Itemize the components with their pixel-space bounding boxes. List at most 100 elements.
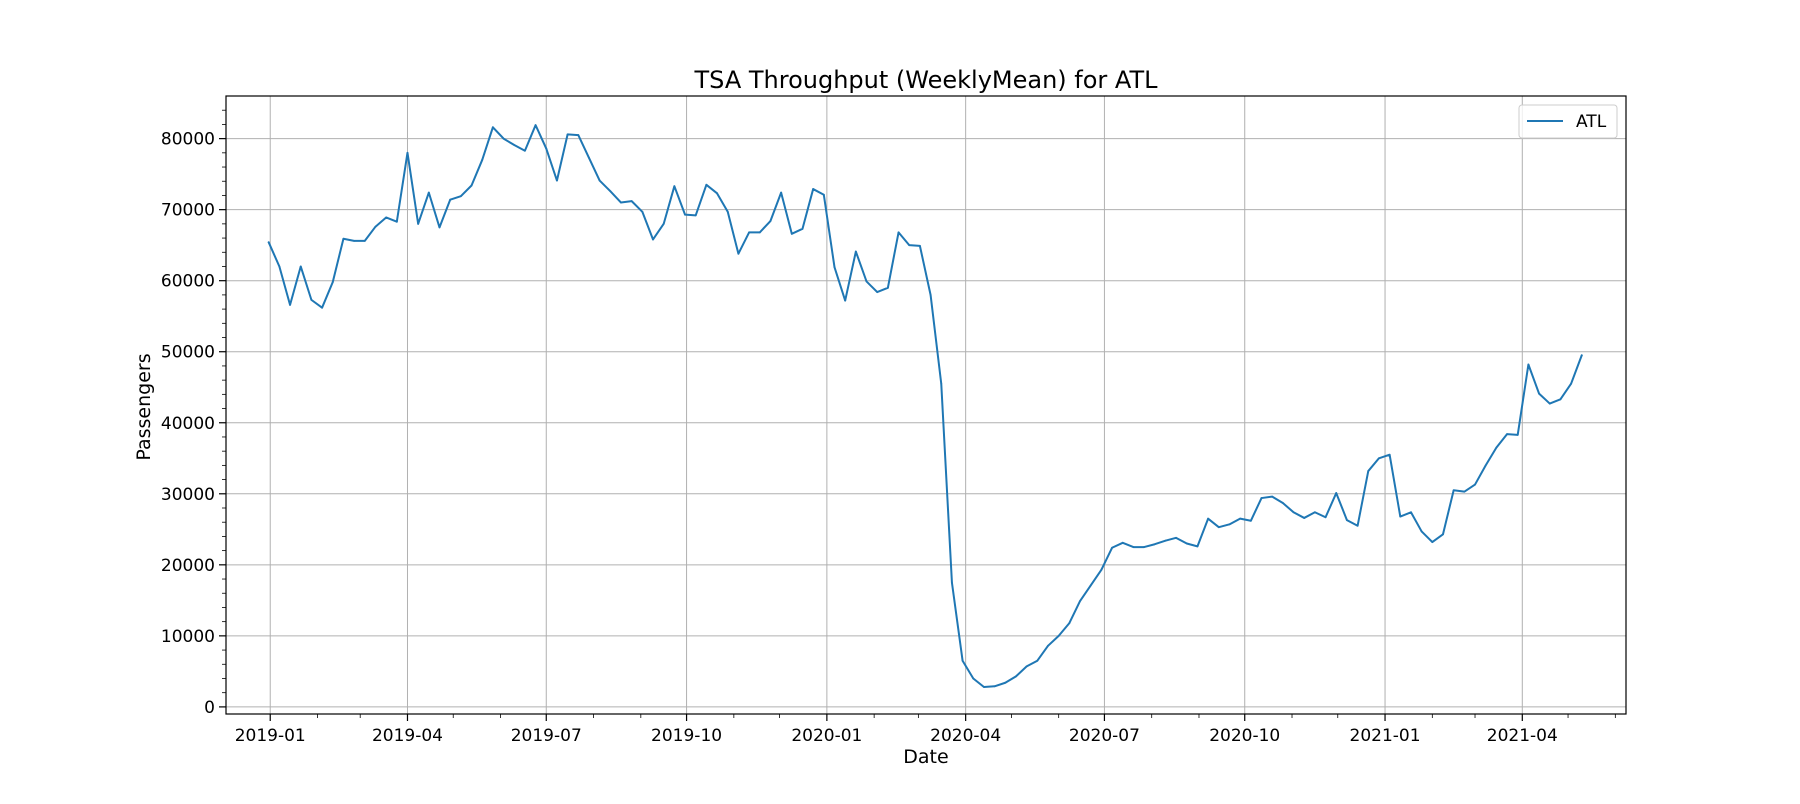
data-point [1175,536,1178,539]
data-point [278,265,281,268]
data-point [1004,681,1007,684]
data-point [1420,530,1423,533]
x-tick-label: 2020-10 [1209,726,1280,746]
data-point [662,222,665,225]
data-point [395,220,398,223]
data-point [1527,363,1530,366]
data-point [1132,546,1135,548]
data-point [588,156,590,159]
data-point [1057,634,1060,637]
data-point [983,686,985,688]
y-tick-label: 60000 [161,272,215,292]
data-point [919,244,921,247]
data-point [353,240,355,242]
data-point [1442,533,1444,536]
data-point [1463,490,1466,493]
data-point [598,179,601,182]
data-point [1570,382,1572,385]
data-point [1474,483,1476,486]
data-point [1367,470,1370,472]
data-point [1143,546,1145,548]
data-point [299,265,302,268]
data-point [470,184,473,187]
data-point [609,190,612,193]
x-axis-title: Date [903,746,948,768]
data-point [961,659,964,662]
series-atl [267,124,1583,689]
data-point [1303,517,1306,519]
data-point [406,151,409,154]
legend-box [1518,104,1618,139]
data-point [929,294,932,296]
data-point [1153,543,1156,546]
data-point [1313,511,1316,514]
legend-label-atl: ATL [1576,112,1607,132]
y-tick-label: 50000 [161,343,215,363]
data-point [886,286,889,289]
data-point [427,191,430,194]
series-layer [267,124,1583,689]
y-tick-label: 80000 [161,130,215,150]
data-point [1548,402,1551,405]
data-point [577,134,580,136]
legend: ATL [1518,104,1618,139]
data-point [1249,519,1252,522]
y-tick-label: 20000 [161,556,215,576]
data-point [1015,675,1017,678]
data-point [1089,584,1092,587]
data-point [758,231,761,234]
data-point [1399,515,1402,518]
data-point [534,124,537,127]
data-point [1452,489,1455,492]
data-point [865,280,868,283]
x-tick-label: 2019-10 [651,726,722,746]
data-point [1495,446,1498,449]
data-point [1335,492,1338,494]
data-point [1410,511,1412,514]
data-point [652,238,654,241]
data-point [972,677,975,680]
data-point [1346,519,1348,521]
data-point [1068,622,1071,624]
data-point [812,188,815,190]
data-point [417,222,420,225]
data-point [1388,453,1391,456]
data-point [705,183,708,186]
data-point [694,214,697,217]
data-point [556,179,558,182]
data-point [310,298,313,301]
data-point [897,231,900,234]
x-tick-label: 2021-01 [1350,726,1421,746]
y-axis-title: Passengers [133,353,155,460]
y-tick-label: 30000 [161,485,215,505]
data-point [1431,541,1434,543]
data-point [1164,539,1167,542]
data-point [1111,546,1113,549]
data-point [438,226,441,229]
y-axis: 0 10000 20000 30000 40000 50000 60000 70000 8000… [161,109,226,718]
data-point [1516,433,1519,436]
data-point [854,250,857,253]
data-point [1196,545,1199,548]
data-point [1271,495,1274,498]
data-point [1538,392,1540,395]
data-point [1580,354,1583,357]
data-point [684,213,686,216]
x-tick-label: 2019-07 [511,726,582,746]
data-point [1356,524,1359,527]
data-point [502,137,505,140]
data-point [321,306,323,309]
data-point [363,240,366,242]
data-point [844,299,847,302]
data-point [822,193,825,196]
x-tick-label: 2020-04 [930,726,1001,746]
data-point [331,281,334,284]
x-tick-label: 2020-01 [791,726,862,746]
data-point [1185,542,1188,545]
data-point [1207,517,1210,520]
x-axis: 2019-01 2019-04 2019-07 2019-10 2020-01 2020-… [235,714,1616,746]
data-point [1121,541,1124,544]
data-point [1281,502,1284,504]
data-point [1025,665,1028,668]
